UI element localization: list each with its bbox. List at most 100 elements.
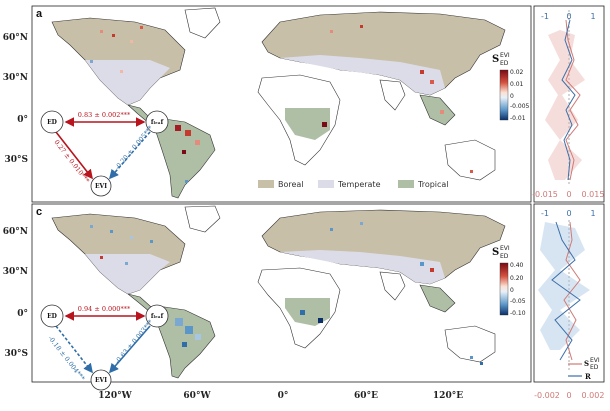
colorbar-c: S EVI ED 0.40 0.20 0 -0.05 -0.10 [492, 245, 526, 317]
lon-tick-0: 120°W [98, 391, 132, 401]
colorbar-c-tick-2: 0 [510, 287, 514, 294]
colorbar-a-tick-0: 0.02 [510, 69, 524, 76]
lat-tick-c-3: 30°S [4, 349, 28, 359]
side-b-s-line [565, 19, 581, 181]
side-d-legend-s: S [584, 359, 589, 368]
legend-tropical: Tropical [417, 180, 449, 189]
land-south-america [155, 117, 216, 199]
side-b-top-tick-0: -1 [541, 12, 549, 21]
land-greenland-c [184, 205, 221, 233]
side-d-top-tick-0: -1 [541, 209, 549, 218]
colorbar-a-sup: EVI [500, 52, 510, 59]
node-ed-c [40, 304, 64, 328]
lon-tick-1: 60°W [183, 391, 211, 401]
panel-letter-c: c [36, 206, 42, 218]
stat-c-top: 0.94 ± 0.000*** [78, 305, 131, 313]
node-evi-c [90, 369, 112, 391]
side-panel-d: -1 0 1 -0.002 0 0.002 S EVI ED R [533, 203, 605, 400]
side-d-bottom-tick-0: -0.002 [534, 391, 560, 400]
node-f-c-label: fₗₑₐf [151, 313, 164, 320]
lon-ticks: 120°W 60°W 0° 60°E 120°E [98, 391, 463, 401]
colorbar-a: S EVI ED 0.02 0.01 0 -0.005 -0.01 [492, 52, 530, 122]
node-f-c [145, 304, 169, 328]
land-india [379, 79, 406, 111]
land-india-c [379, 271, 406, 301]
side-d-legend-s-sup: EVI [590, 357, 600, 364]
lat-tick-c-1: 30°N [3, 267, 28, 277]
lat-tick-a-3: 30°S [4, 155, 28, 165]
panel-letter-a: a [36, 8, 43, 20]
lat-tick-a-2: 0° [17, 115, 28, 125]
side-d-legend-s-sub: ED [590, 364, 599, 371]
lon-tick-3: 60°E [354, 391, 378, 401]
land-usa-temperate-c [85, 254, 170, 294]
side-d-legend-r: R [585, 372, 591, 381]
node-evi-c-label: EVI [95, 377, 107, 384]
side-d-top-tick-1: 0 [566, 209, 571, 218]
node-evi-a [90, 175, 112, 197]
side-d-band [538, 222, 590, 350]
colorbar-c-title: S [492, 247, 499, 258]
land-africa-tropical [285, 108, 330, 140]
node-evi-a-label: EVI [95, 183, 107, 190]
legend-temperate: Temperate [337, 180, 381, 189]
legend-swatch-boreal [258, 180, 274, 188]
legend-swatch-temperate [318, 180, 334, 188]
lat-ticks-c: 60°N 30°N 0° 30°S [3, 227, 28, 359]
colorbar-a-tick-1: 0.01 [510, 81, 524, 88]
colorbar-a-tick-3: -0.005 [510, 103, 530, 110]
node-ed-a-label: ED [47, 119, 57, 126]
lat-tick-c-2: 0° [17, 309, 28, 319]
map-c-data-cells [90, 222, 483, 365]
lon-tick-2: 0° [278, 391, 289, 401]
land-asia-temperate [280, 55, 445, 95]
side-b-bottom-tick-2: 0.015 [582, 190, 605, 199]
colorbar-a-tick-4: -0.01 [510, 115, 526, 122]
biome-legend: Boreal Temperate Tropical [258, 180, 449, 189]
node-ed-c-label: ED [47, 313, 57, 320]
colorbar-c-tick-4: -0.10 [510, 310, 526, 317]
colorbar-c-sub: ED [500, 253, 509, 260]
lat-tick-c-0: 60°N [3, 227, 28, 237]
colorbar-c-tick-1: 0.20 [510, 275, 524, 282]
side-d-bottom-tick-2: 0.002 [582, 391, 605, 400]
colorbar-a-title: S [492, 54, 499, 65]
land-asia-temperate-c [280, 250, 445, 284]
side-b-bottom-tick-1: 0 [566, 190, 571, 199]
land-usa-temperate [85, 60, 170, 105]
node-f-a-label: fₗₑₐf [151, 119, 164, 126]
colorbar-c-tick-3: -0.05 [510, 298, 526, 305]
land-australia-c [444, 325, 496, 363]
node-f-a [145, 110, 169, 134]
land-se-asia-c [419, 284, 456, 313]
lat-ticks-a: 60°N 30°N 0° 30°S [3, 33, 28, 165]
colorbar-a-tick-2: 0 [510, 93, 514, 100]
lat-tick-a-0: 60°N [3, 33, 28, 43]
map-panel-a [31, 5, 532, 203]
side-d-s-line [563, 221, 581, 361]
land-greenland [184, 7, 221, 39]
colorbar-c-tick-0: 0.40 [510, 262, 524, 269]
lon-tick-4: 120°E [433, 391, 463, 401]
legend-swatch-tropical [398, 180, 414, 188]
map-panel-c [31, 203, 532, 383]
node-ed-a [40, 110, 64, 134]
colorbar-c-sup: EVI [500, 245, 510, 252]
side-b-bottom-tick-0: -0.015 [532, 190, 558, 199]
map-a-data-cells [90, 25, 473, 183]
side-b-top-tick-2: 1 [590, 12, 595, 21]
side-b-band [545, 30, 585, 180]
land-se-asia [419, 94, 456, 126]
lat-tick-a-1: 30°N [3, 73, 28, 83]
colorbar-a-sub: ED [500, 60, 509, 67]
stat-a-top: 0.83 ± 0.002*** [78, 111, 131, 119]
side-b-r-line [561, 19, 576, 181]
legend-boreal: Boreal [278, 180, 304, 189]
side-d-bottom-tick-1: 0 [566, 391, 571, 400]
land-australia [444, 139, 496, 181]
side-b-top-tick-1: 0 [566, 12, 571, 21]
side-d-top-tick-2: 1 [590, 209, 595, 218]
side-d-r-line [551, 221, 581, 361]
side-panel-b: -1 0 1 -0.015 0 0.015 [532, 5, 605, 203]
